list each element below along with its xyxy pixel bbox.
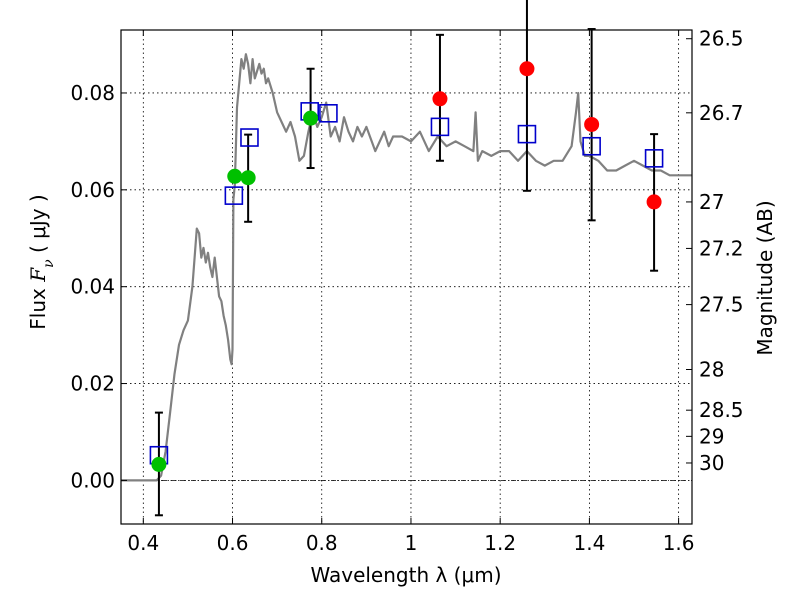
- y2-tick-label: 30: [699, 451, 724, 475]
- y-tick-label: 0.00: [70, 468, 115, 492]
- x-tick-label: 1: [405, 531, 418, 555]
- observed-point: [646, 194, 662, 210]
- model-photometry-square: [582, 136, 601, 156]
- model-photometry-square: [517, 124, 537, 144]
- x-tick-label: 1.4: [573, 531, 605, 555]
- data-points: [149, 61, 664, 472]
- observed-point: [432, 91, 448, 107]
- observed-point: [584, 116, 600, 132]
- x-tick-label: 1.2: [484, 531, 516, 555]
- error-bars: [154, 0, 659, 517]
- observed-point: [303, 110, 319, 126]
- tick-labels: 0.4 0.6 0.8 1 1.2 1.4 1.6 0.00 0.02 0.04 0.06 0.08 2…: [70, 27, 743, 555]
- y2-axis-label: Magnitude (AB): [753, 200, 777, 355]
- y-tick-label: 0.06: [70, 178, 115, 202]
- y-axis-label: Flux Fν ( μJy ): [26, 194, 57, 329]
- observed-point: [227, 168, 243, 184]
- plot-frame: [120, 29, 693, 525]
- y2-tick-label: 27: [699, 190, 724, 214]
- x-axis-label: Wavelength λ (μm): [310, 563, 501, 587]
- model-spectrum: [121, 53, 692, 482]
- y-tick-label: 0.02: [70, 372, 115, 396]
- model-photometry-square: [644, 149, 664, 168]
- y-tick-label: 0.04: [70, 275, 115, 299]
- observed-point: [519, 61, 535, 77]
- model-photometry-square: [430, 117, 450, 137]
- y-tick-label: 0.08: [70, 81, 115, 105]
- model-spectrum-line: [121, 53, 692, 482]
- x-tick-label: 0.4: [127, 531, 159, 555]
- observed-point: [240, 170, 256, 186]
- grid-lines: [121, 30, 692, 524]
- y2-tick-label: 29: [699, 424, 724, 448]
- model-photometry-square: [224, 186, 244, 205]
- y2-tick-label: 26.7: [699, 101, 744, 125]
- model-photometry-square: [319, 104, 338, 123]
- y2-tick-label: 27.5: [699, 293, 744, 317]
- x-tick-label: 1.6: [663, 531, 695, 555]
- observed-point: [151, 456, 167, 472]
- y2-tick-label: 28.5: [699, 398, 744, 422]
- x-tick-label: 0.6: [217, 531, 249, 555]
- model-photometry-square: [240, 128, 259, 147]
- y2-tick-label: 28: [699, 358, 724, 382]
- y2-tick-label: 26.5: [699, 27, 744, 51]
- axis-ticks: [121, 30, 692, 524]
- y2-tick-label: 27.2: [699, 236, 744, 260]
- x-tick-label: 0.8: [306, 531, 338, 555]
